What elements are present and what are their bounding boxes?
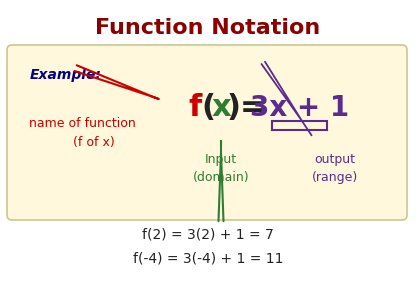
Text: 3x + 1: 3x + 1 xyxy=(250,94,349,122)
Text: x: x xyxy=(211,93,231,122)
Text: name of function
      (f of x): name of function (f of x) xyxy=(29,117,135,149)
Text: Example:: Example: xyxy=(30,68,102,82)
FancyBboxPatch shape xyxy=(7,45,407,220)
Text: Input
(domain): Input (domain) xyxy=(193,152,249,183)
Text: f(-4) = 3(-4) + 1 = 11: f(-4) = 3(-4) + 1 = 11 xyxy=(133,251,283,265)
Text: (: ( xyxy=(201,93,215,122)
Text: ): ) xyxy=(227,93,241,122)
Text: Function Notation: Function Notation xyxy=(95,18,321,38)
Text: f(2) = 3(2) + 1 = 7: f(2) = 3(2) + 1 = 7 xyxy=(142,228,274,242)
Text: =: = xyxy=(240,93,266,122)
Text: output
(range): output (range) xyxy=(312,152,358,183)
Text: f: f xyxy=(188,93,202,122)
